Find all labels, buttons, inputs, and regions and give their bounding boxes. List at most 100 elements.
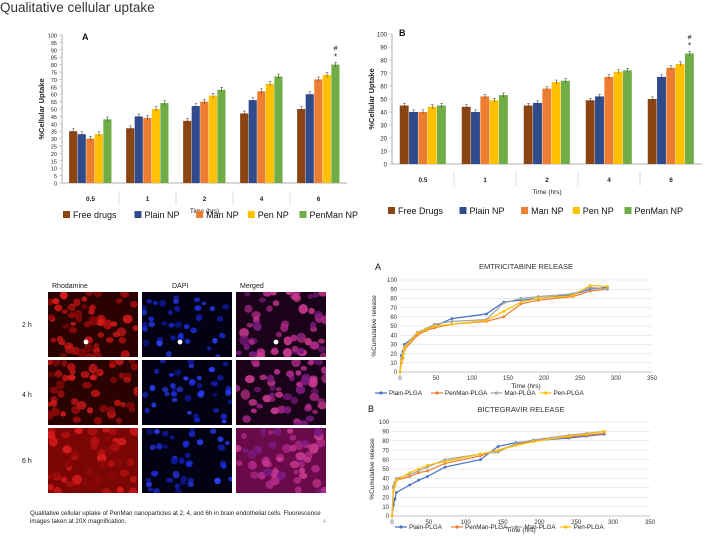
cell-blob [297,461,306,468]
cell-blob [267,440,277,450]
cell-blob [305,415,315,422]
cell-blob [113,459,123,467]
x-tick-label: 0 [390,520,394,526]
legend-label: Plain-PLGA [409,524,443,531]
cell-blob [63,342,74,350]
cell-blob [295,452,306,461]
cell-blob [183,376,189,381]
bar [331,64,340,183]
bar [314,79,323,183]
cell-blob [189,428,196,432]
cell-blob [188,430,196,438]
x-axis-label: Time (hrs) [506,527,535,534]
y-tick-label: 0 [386,514,390,520]
bar [191,106,200,183]
cell-blob [252,320,262,331]
cell-blob [289,460,300,469]
y-tick-label: 40 [380,111,387,117]
data-point [605,285,609,288]
cell-blob [81,478,89,486]
cell-blob [68,326,78,334]
cell-blob [142,321,148,327]
cell-blob [228,476,232,482]
cell-blob [216,316,224,322]
cell-blob [83,343,94,353]
cell-blob [55,380,65,390]
y-tick-label: 40 [51,122,57,128]
data-point [398,370,402,374]
cell-blob [164,391,170,397]
cell-blob [144,407,150,414]
cell-blob [243,343,250,351]
cell-blob [57,390,65,398]
y-tick-label: 0 [54,182,57,188]
data-point [400,359,403,363]
y-tick-label: 10 [382,505,389,511]
cell-blob [319,352,326,357]
x-tick-label: 250 [571,520,582,526]
x-tick-label: 50 [426,520,433,526]
cell-blob [162,387,169,393]
cell-blob [168,372,175,377]
cell-blob [240,389,251,400]
y-axis-label: %Cellular Uptake [37,78,46,139]
cell-blob [126,458,135,467]
legend-label: Free Drugs [398,206,444,216]
cell-blob [90,436,100,447]
cell-blob [48,437,58,447]
data-point [417,467,420,471]
cell-blob [314,360,323,366]
legend-marker [564,525,568,529]
legend-swatch [247,211,255,218]
cell-blob [109,376,118,384]
data-point [536,297,540,300]
data-point [602,430,606,433]
cell-blob [195,314,203,322]
data-point [485,312,488,316]
data-point [532,440,535,444]
cell-blob [197,390,204,398]
x-tick-label: 150 [503,376,514,382]
cell-blob [253,386,262,393]
cell-blob [310,387,319,396]
bar [461,106,471,164]
cell-blob [96,369,103,375]
cell-blob [93,292,103,298]
cell-blob [258,297,266,303]
cell-blob [85,467,94,476]
cell-blob [125,402,135,409]
cell-blob [115,298,123,304]
bar [471,112,480,164]
bar [542,88,552,164]
legend-label: Man NP [531,206,564,216]
y-tick-label: 5 [54,174,57,180]
cell-blob [130,301,138,308]
legend-swatch [134,211,142,218]
y-tick-label: 30 [380,124,387,130]
cell-blob [240,433,247,439]
cell-blob [290,396,299,405]
y-tick-label: 15 [51,159,57,165]
cell-blob [174,305,180,311]
bar [489,100,499,164]
cell-blob [295,370,302,376]
cell-blob [276,471,286,480]
bar [418,112,428,164]
cell-blob [275,391,284,398]
x-tick-label: 0 [398,376,402,382]
cell-blob [48,371,54,378]
legend-swatch [572,207,580,214]
cell-blob [104,435,111,442]
cell-blob [130,363,138,371]
bar [160,103,169,183]
cell-blob [214,477,221,485]
cell-blob [317,398,325,404]
cell-blob [194,305,202,311]
cell-blob [76,400,87,410]
cell-blob [196,375,202,381]
cell-blob [220,413,228,420]
cell-blob [248,460,257,470]
cell-blob [293,469,300,475]
bar [675,63,685,164]
cell-blob [227,399,232,405]
